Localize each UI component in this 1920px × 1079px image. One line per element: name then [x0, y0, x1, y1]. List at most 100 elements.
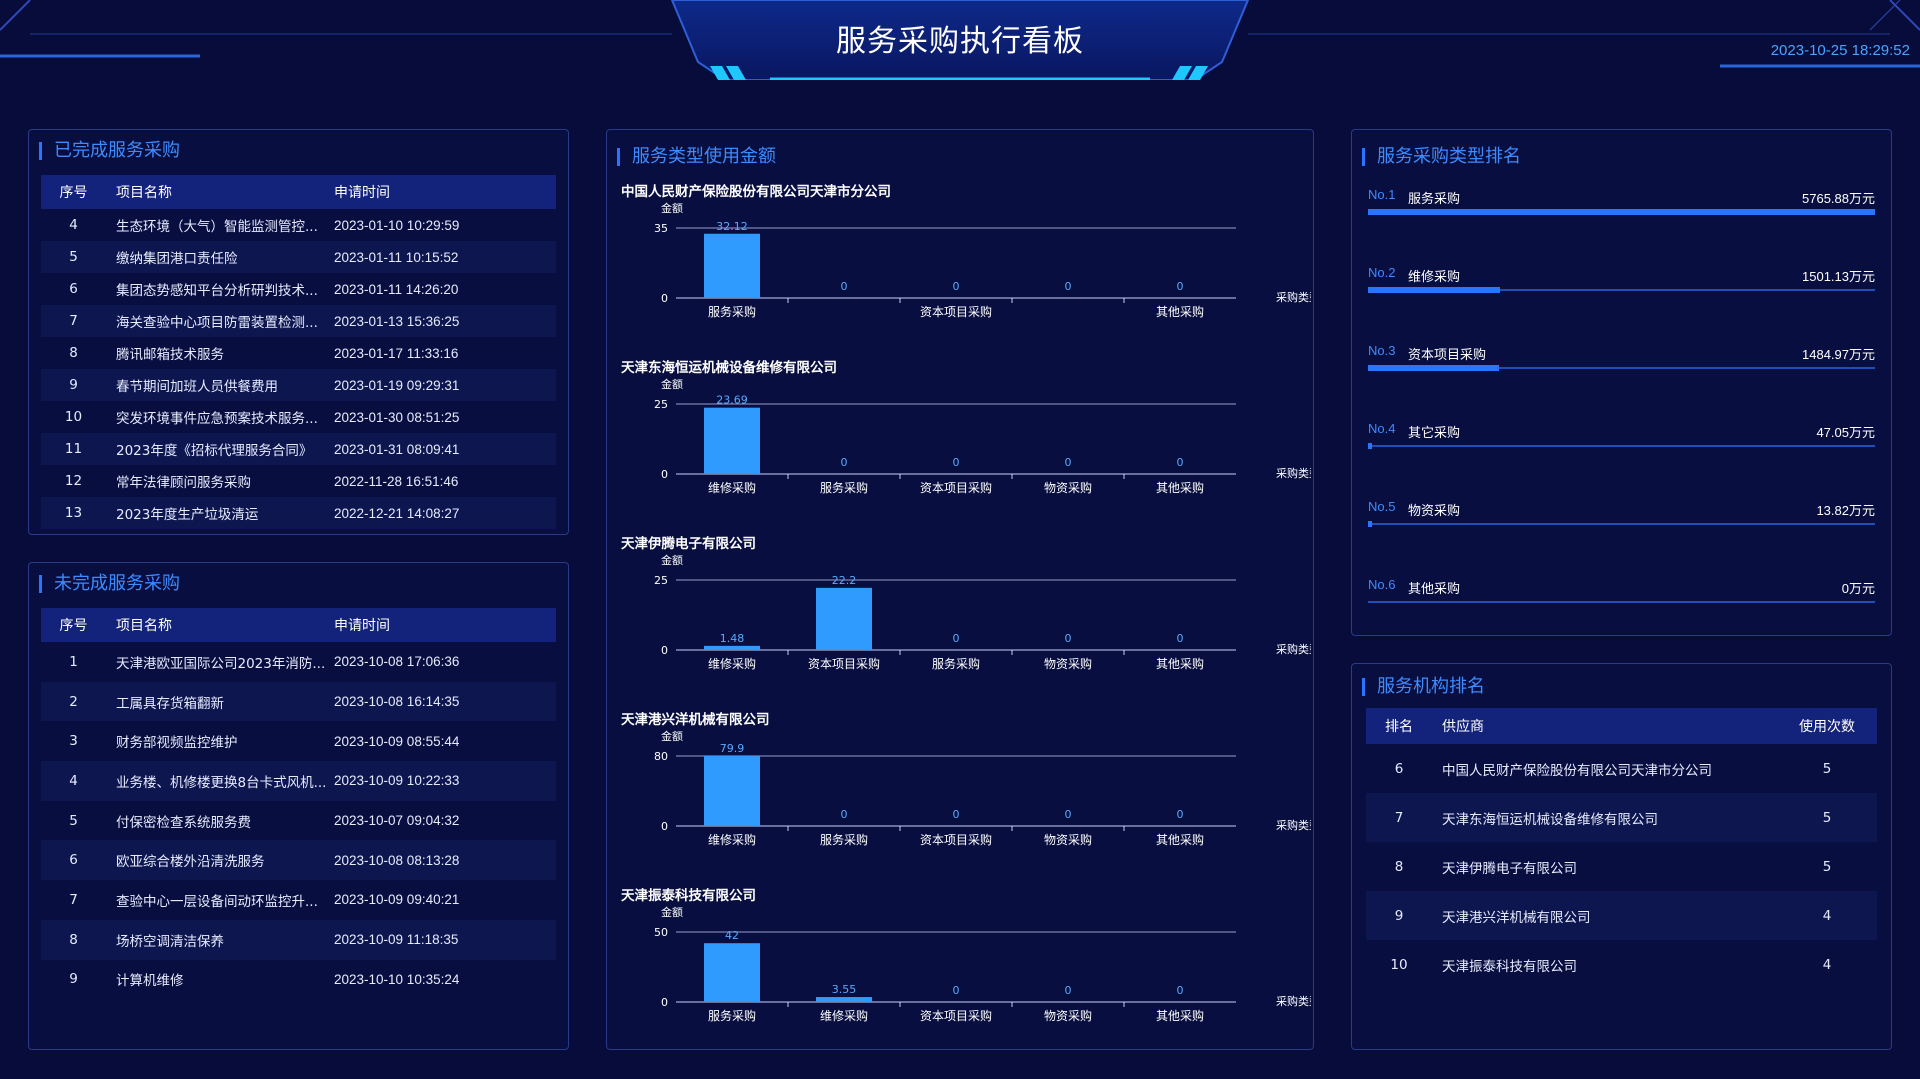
chart-title: 天津振泰科技有限公司: [621, 888, 756, 904]
y-axis-label: 金额: [661, 905, 683, 919]
type-ranking-title: 服务采购类型排名: [1362, 148, 1521, 166]
row-time: 2023-10-09 10:22:33: [334, 773, 460, 789]
y-tick-label: 0: [661, 644, 668, 657]
table-row[interactable]: 9 春节期间加班人员供餐费用 2023-01-19 09:29:31: [41, 369, 556, 401]
table-row[interactable]: 5 缴纳集团港口责任险 2023-01-11 10:15:52: [41, 241, 556, 273]
table-row[interactable]: 6 集团态势感知平台分析研判技术... 2023-01-11 14:26:20: [41, 273, 556, 305]
row-rank: 8: [1394, 858, 1404, 875]
row-name: 欧亚综合楼外沿清洗服务: [116, 854, 265, 871]
table-row[interactable]: 10 天津振泰科技有限公司 4: [1366, 940, 1877, 989]
col-supplier: 供应商: [1442, 719, 1484, 735]
data-label: 0: [1065, 984, 1072, 997]
x-tick-label: 维修采购: [708, 832, 756, 847]
rank-number: No.6: [1368, 577, 1396, 592]
chart-plot: 金额 0 80 采购类型 79.9 维修采购 0 服务采购 0 资本项目采购 0 物资采购 0 其他采购: [654, 729, 1311, 847]
data-label: 0: [953, 456, 960, 469]
table-row[interactable]: 8 腾讯邮箱技术服务 2023-01-17 11:33:16: [41, 337, 556, 369]
data-label: 32.12: [716, 220, 748, 233]
bar[interactable]: [816, 587, 872, 650]
row-time: 2023-01-13 15:36:25: [334, 313, 460, 329]
rank-item: No.6 其他采购 0万元: [1368, 577, 1875, 637]
x-tick-label: 资本项目采购: [920, 480, 992, 495]
row-no: 6: [69, 852, 78, 869]
row-name: 查验中心一层设备间动环监控升...: [116, 893, 318, 910]
row-time: 2022-12-21 14:08:27: [334, 505, 460, 521]
table-row[interactable]: 13 2023年度生产垃圾清运 2022-12-21 14:08:27: [41, 497, 556, 529]
table-row[interactable]: 8 天津伊腾电子有限公司 5: [1366, 842, 1877, 891]
table-row[interactable]: 7 天津东海恒运机械设备维修有限公司 5: [1366, 793, 1877, 842]
bar[interactable]: [704, 756, 760, 826]
table-row[interactable]: 1 天津港欧亚国际公司2023年消防... 2023-10-08 17:06:36: [41, 642, 556, 682]
table-row[interactable]: 8 场桥空调清洁保养 2023-10-09 11:18:35: [41, 919, 556, 960]
table-row[interactable]: 6 欧亚综合楼外沿清洗服务 2023-10-08 08:13:28: [41, 840, 556, 881]
y-axis-label: 金额: [661, 553, 683, 567]
data-label: 1.48: [720, 632, 745, 645]
chart-plot: 金额 0 25 采购类型 23.69 维修采购 0 服务采购 0 资本项目采购 0 物资采购 0 其他采购: [654, 377, 1311, 495]
rank-number: No.4: [1368, 421, 1396, 436]
row-count: 4: [1822, 956, 1832, 973]
x-tick-label: 资本项目采购: [920, 304, 992, 319]
rank-track: [1368, 289, 1875, 291]
table-row[interactable]: 7 查验中心一层设备间动环监控升... 2023-10-09 09:40:21: [41, 880, 556, 920]
row-no: 7: [69, 891, 78, 908]
data-label: 0: [841, 280, 848, 293]
bar[interactable]: [704, 943, 760, 1002]
data-label: 42: [725, 929, 739, 942]
chart-plot: 金额 0 50 采购类型 42 服务采购 3.55 维修采购 0 资本项目采购 0 物资采购 0 其他采购: [654, 905, 1311, 1023]
row-supplier: 中国人民财产保险股份有限公司天津市分公司: [1442, 762, 1712, 779]
x-tick-label: 资本项目采购: [920, 832, 992, 847]
table-row[interactable]: 12 常年法律顾问服务采购 2022-11-28 16:51:46: [41, 465, 556, 497]
row-time: 2023-01-11 10:15:52: [334, 249, 459, 265]
x-tick-label: 物资采购: [1044, 480, 1092, 495]
rank-bar: [1368, 443, 1373, 449]
table-row[interactable]: 5 付保密检查系统服务费 2023-10-07 09:04:32: [41, 801, 556, 841]
row-supplier: 天津港兴洋机械有限公司: [1442, 909, 1591, 926]
rank-value: 13.82万元: [1816, 503, 1875, 518]
rank-item: No.5 物资采购 13.82万元: [1368, 499, 1875, 559]
bar[interactable]: [704, 233, 760, 298]
data-label: 0: [841, 808, 848, 821]
row-time: 2023-01-11 14:26:20: [334, 281, 459, 297]
table-row[interactable]: 9 计算机维修 2023-10-10 10:35:24: [41, 960, 556, 1000]
y-tick-label: 0: [661, 820, 668, 833]
table-row[interactable]: 4 生态环境（大气）智能监测管控... 2023-01-10 10:29:59: [41, 209, 556, 241]
org-ranking-title: 服务机构排名: [1362, 678, 1485, 696]
y-tick-label: 50: [654, 926, 668, 939]
table-row[interactable]: 3 财务部视频监控维护 2023-10-09 08:55:44: [41, 721, 556, 761]
x-axis-label: 采购类型: [1276, 290, 1311, 304]
x-tick-label: 维修采购: [820, 1008, 868, 1023]
table-row[interactable]: 9 天津港兴洋机械有限公司 4: [1366, 891, 1877, 940]
header-decoration: [0, 0, 1920, 80]
rank-item: No.4 其它采购 47.05万元: [1368, 421, 1875, 481]
table-row[interactable]: 6 中国人民财产保险股份有限公司天津市分公司 5: [1366, 744, 1877, 793]
table-row[interactable]: 2 工属具存货箱翻新 2023-10-08 16:14:35: [41, 681, 556, 722]
x-tick-label: 其他采购: [1156, 656, 1204, 671]
rank-track: [1368, 367, 1875, 369]
row-name: 缴纳集团港口责任险: [116, 251, 238, 267]
table-row[interactable]: 10 突发环境事件应急预案技术服务... 2023-01-30 08:51:25: [41, 401, 556, 433]
data-label: 79.9: [720, 742, 745, 755]
bar[interactable]: [704, 645, 760, 650]
table-row[interactable]: 11 2023年度《招标代理服务合同》 2023-01-31 08:09:41: [41, 433, 556, 465]
bar[interactable]: [816, 997, 872, 1002]
data-label: 0: [953, 808, 960, 821]
x-tick-label: 服务采购: [708, 304, 756, 319]
y-tick-label: 80: [654, 750, 668, 763]
bar[interactable]: [704, 407, 760, 474]
x-axis-label: 采购类型: [1276, 994, 1311, 1008]
chart-title: 天津东海恒运机械设备维修有限公司: [621, 360, 837, 376]
x-tick-label: 资本项目采购: [808, 656, 880, 671]
rank-track: [1368, 523, 1875, 525]
table-row[interactable]: 7 海关查验中心项目防雷装置检测... 2023-01-13 15:36:25: [41, 305, 556, 337]
row-time: 2023-01-17 11:33:16: [334, 345, 459, 361]
y-tick-label: 35: [654, 222, 668, 235]
rank-bar: [1368, 521, 1373, 527]
table-row[interactable]: 4 业务楼、机修楼更换8台卡式风机... 2023-10-09 10:22:33: [41, 761, 556, 801]
data-label: 0: [953, 984, 960, 997]
row-time: 2022-11-28 16:51:46: [334, 473, 459, 489]
row-time: 2023-10-07 09:04:32: [334, 813, 460, 829]
data-label: 0: [1065, 456, 1072, 469]
rank-item: No.2 维修采购 1501.13万元: [1368, 265, 1875, 325]
rank-name: 其他采购: [1408, 582, 1461, 597]
